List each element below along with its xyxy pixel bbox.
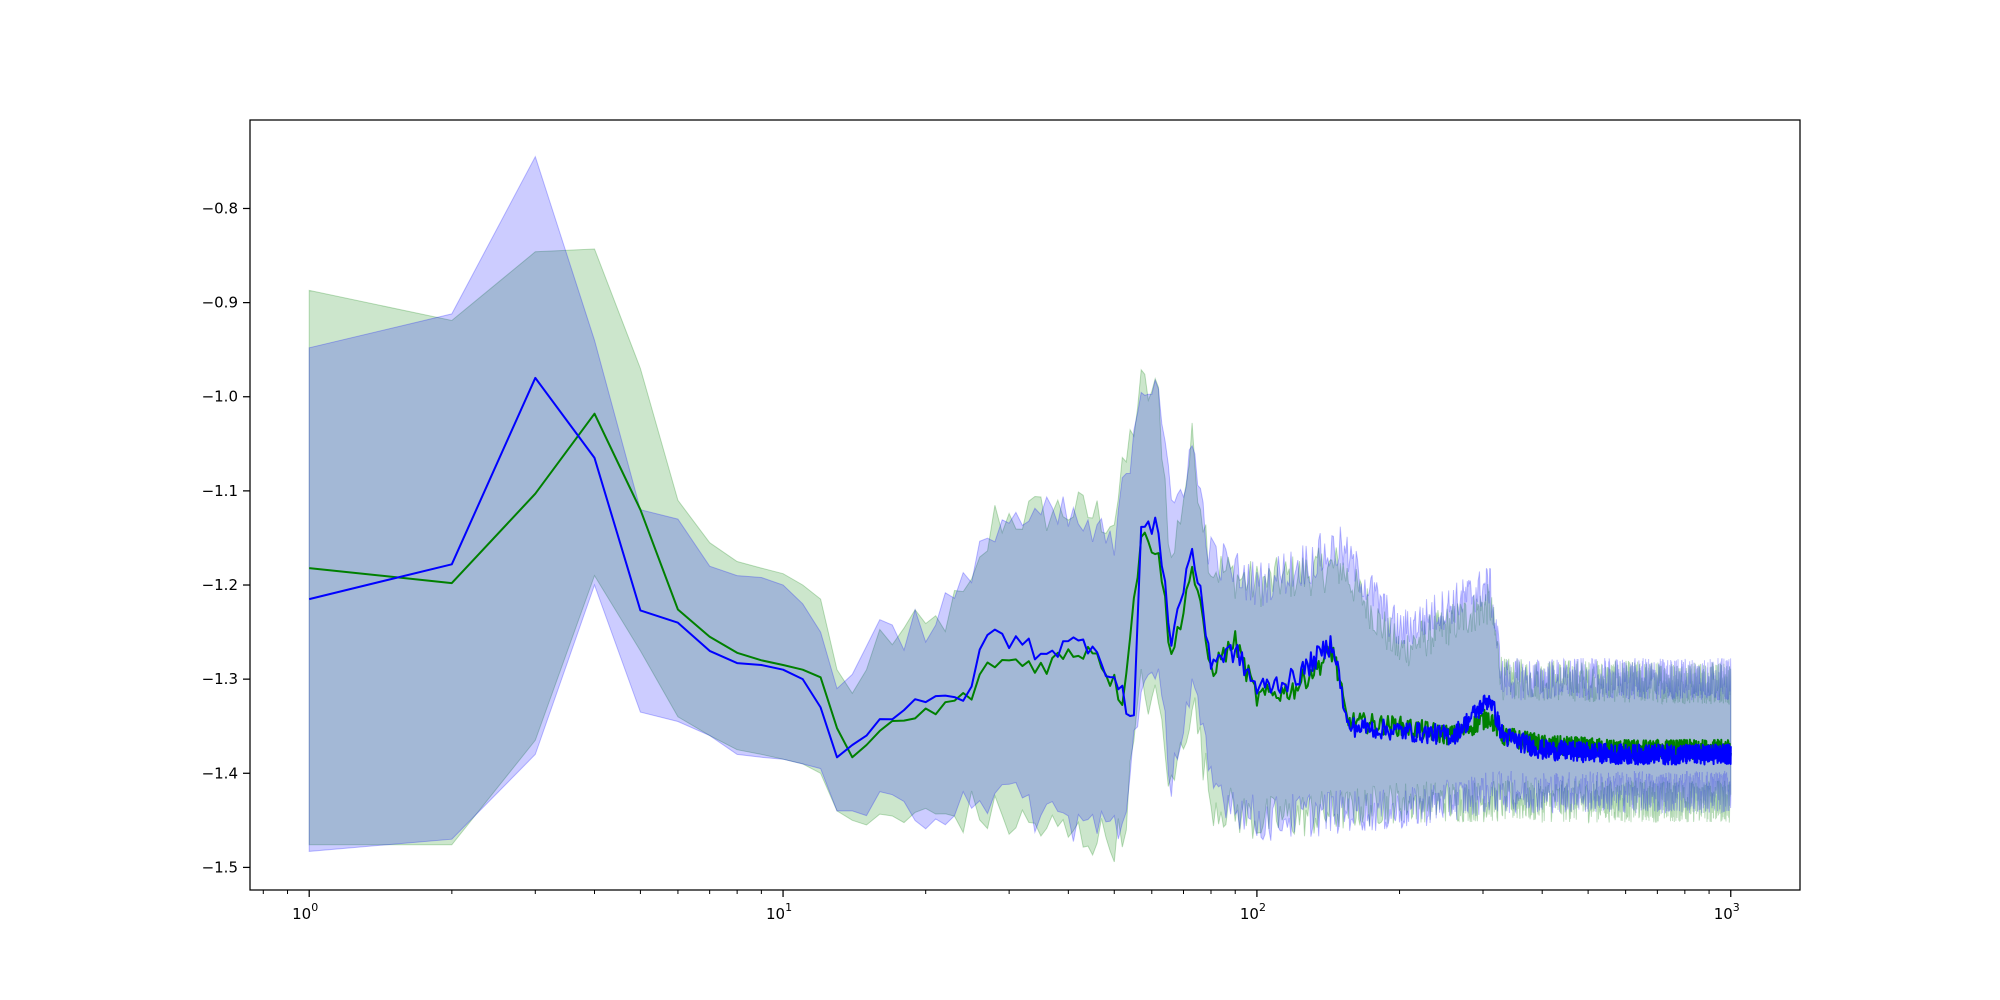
y-tick-label: −0.8 bbox=[202, 199, 238, 217]
x-axis: 100 101 102 103 bbox=[262, 890, 1740, 923]
y-tick-label: −1.5 bbox=[202, 858, 238, 876]
x-tick-label: 103 bbox=[1714, 901, 1740, 923]
x-tick-base: 10 bbox=[1240, 905, 1259, 923]
x-tick-label: 101 bbox=[766, 901, 792, 923]
y-tick-label: −1.1 bbox=[202, 482, 238, 500]
y-axis: −0.8 −0.9 −1.0 −1.1 −1.2 −1.3 −1.4 −1.5 bbox=[202, 199, 250, 876]
x-tick-exponent: 1 bbox=[785, 901, 792, 914]
x-tick-exponent: 2 bbox=[1259, 901, 1266, 914]
y-tick-label: −1.0 bbox=[202, 388, 238, 406]
y-tick-label: −1.2 bbox=[202, 576, 238, 594]
x-tick-label: 100 bbox=[292, 901, 318, 923]
series-1-band bbox=[308, 248, 1732, 863]
y-tick-label: −0.9 bbox=[202, 294, 238, 312]
x-tick-exponent: 0 bbox=[311, 901, 318, 914]
x-tick-base: 10 bbox=[292, 905, 311, 923]
series-2-line bbox=[308, 376, 1732, 766]
series-lines bbox=[308, 376, 1732, 766]
plot-frame bbox=[249, 119, 1801, 891]
x-tick-label: 102 bbox=[1240, 901, 1266, 923]
x-tick-base: 10 bbox=[1714, 905, 1733, 923]
series-2-band bbox=[308, 155, 1732, 852]
x-tick-base: 10 bbox=[766, 905, 785, 923]
x-tick-exponent: 3 bbox=[1733, 901, 1740, 914]
y-tick-label: −1.4 bbox=[202, 764, 238, 782]
confidence-bands bbox=[308, 155, 1732, 863]
y-tick-label: −1.3 bbox=[202, 670, 238, 688]
